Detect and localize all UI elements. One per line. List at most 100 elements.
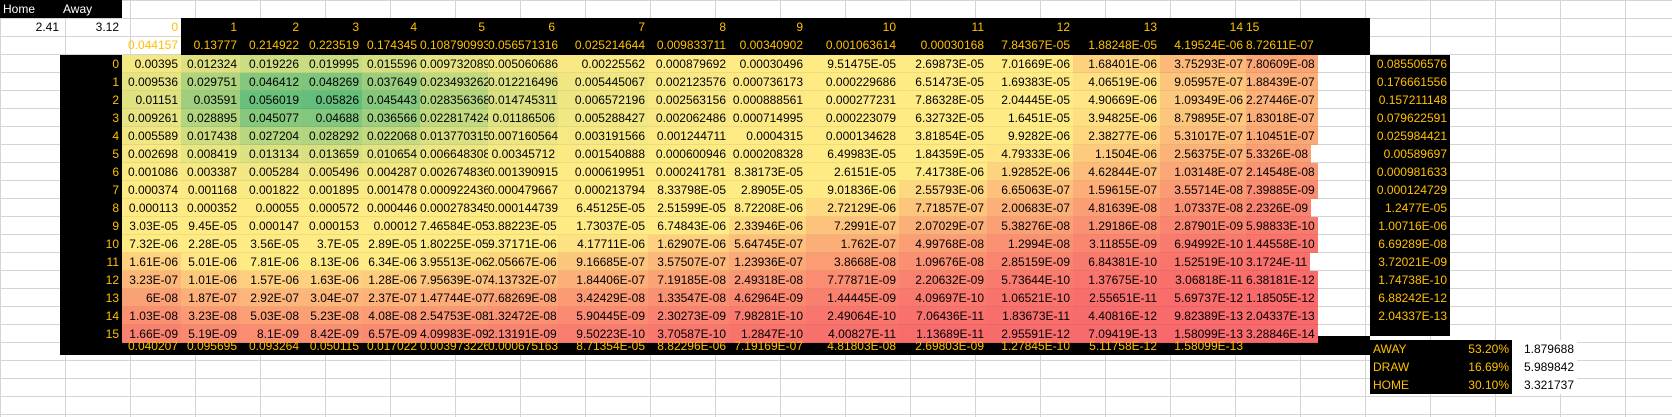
- score-cell-12-6[interactable]: 4.13732E-07: [488, 271, 558, 289]
- score-cell-12-11[interactable]: 2.20632E-09: [899, 271, 987, 289]
- score-cell-0-11[interactable]: 2.69873E-05: [899, 55, 987, 73]
- score-cell-8-0[interactable]: 0.000113: [122, 199, 181, 217]
- score-cell-15-14[interactable]: 1.58099E-13: [1160, 325, 1246, 343]
- score-cell-5-11[interactable]: 1.84359E-05: [899, 145, 987, 163]
- score-cell-13-4[interactable]: 2.37E-07: [362, 289, 420, 307]
- score-cell-11-2[interactable]: 7.81E-06: [240, 253, 302, 271]
- score-cell-2-4[interactable]: 0.045443: [362, 91, 420, 109]
- row-header-9[interactable]: 9: [112, 219, 119, 233]
- column-header-7[interactable]: 7: [638, 20, 645, 34]
- score-cell-1-0[interactable]: 0.009536: [122, 73, 181, 91]
- score-cell-15-8[interactable]: 3.70587E-10: [648, 325, 729, 343]
- score-cell-14-1[interactable]: 3.23E-08: [181, 307, 240, 325]
- row-header-2[interactable]: 2: [112, 93, 119, 107]
- score-cell-2-1[interactable]: 0.03591: [181, 91, 240, 109]
- result-odds-home[interactable]: 3.321737: [1512, 376, 1577, 394]
- score-cell-13-12[interactable]: 1.06521E-10: [987, 289, 1073, 307]
- score-cell-15-0[interactable]: 1.66E-09: [122, 325, 181, 343]
- score-cell-6-6[interactable]: 0.001390915: [488, 163, 558, 181]
- score-cell-10-15[interactable]: 1.44558E-10: [1246, 235, 1318, 253]
- score-cell-8-5[interactable]: 0.000278345: [420, 199, 488, 217]
- score-cell-13-13[interactable]: 2.55651E-11: [1073, 289, 1160, 307]
- score-cell-11-0[interactable]: 1.61E-06: [122, 253, 181, 271]
- score-cell-14-8[interactable]: 2.30273E-09: [648, 307, 729, 325]
- score-cell-14-15[interactable]: 2.04337E-13: [1246, 307, 1318, 325]
- score-cell-14-0[interactable]: 1.03E-08: [122, 307, 181, 325]
- column-header-4[interactable]: 4: [410, 20, 417, 34]
- score-cell-15-7[interactable]: 9.50223E-10: [558, 325, 648, 343]
- score-cell-11-11[interactable]: 1.09676E-08: [899, 253, 987, 271]
- score-cell-7-12[interactable]: 6.65063E-07: [987, 181, 1073, 199]
- column-sum-14[interactable]: 1.58099E-13: [1174, 339, 1243, 353]
- score-cell-10-7[interactable]: 4.17711E-06: [558, 235, 648, 253]
- score-cell-4-3[interactable]: 0.028292: [302, 127, 362, 145]
- score-cell-10-14[interactable]: 6.94992E-10: [1160, 235, 1246, 253]
- score-cell-5-8[interactable]: 0.000600946: [648, 145, 729, 163]
- score-cell-0-4[interactable]: 0.015596: [362, 55, 420, 73]
- score-cell-15-4[interactable]: 6.57E-09: [362, 325, 420, 343]
- score-cell-1-2[interactable]: 0.046412: [240, 73, 302, 91]
- score-cell-8-4[interactable]: 0.000446: [362, 199, 420, 217]
- row-header-15[interactable]: 15: [105, 327, 119, 341]
- score-cell-6-4[interactable]: 0.004287: [362, 163, 420, 181]
- row-sum-10[interactable]: 6.69289E-08: [1378, 237, 1447, 251]
- column-prob-11[interactable]: 0.00030168: [920, 38, 984, 52]
- score-cell-2-14[interactable]: 1.09349E-06: [1160, 91, 1246, 109]
- result-label-away[interactable]: AWAY: [1370, 340, 1450, 358]
- score-cell-7-3[interactable]: 0.001895: [302, 181, 362, 199]
- column-header-2[interactable]: 2: [292, 20, 299, 34]
- score-cell-11-13[interactable]: 6.84381E-10: [1073, 253, 1160, 271]
- score-cell-7-9[interactable]: 2.8905E-05: [729, 181, 806, 199]
- score-cell-7-4[interactable]: 0.001478: [362, 181, 420, 199]
- score-cell-14-6[interactable]: 1.32472E-08: [488, 307, 558, 325]
- row-header-10[interactable]: 10: [105, 237, 119, 251]
- score-cell-8-6[interactable]: 0.000144739: [488, 199, 558, 217]
- score-cell-4-4[interactable]: 0.022068: [362, 127, 420, 145]
- score-cell-14-7[interactable]: 5.90445E-09: [558, 307, 648, 325]
- row-header-1[interactable]: 1: [112, 75, 119, 89]
- score-cell-2-15[interactable]: 2.27446E-07: [1246, 91, 1318, 109]
- score-cell-3-11[interactable]: 6.32732E-05: [899, 109, 987, 127]
- score-cell-5-10[interactable]: 6.49983E-05: [806, 145, 899, 163]
- score-cell-12-9[interactable]: 2.49318E-08: [729, 271, 806, 289]
- row-sum-5[interactable]: 0.00589697: [1383, 147, 1447, 161]
- score-cell-15-11[interactable]: 1.13689E-11: [899, 325, 987, 343]
- score-cell-7-0[interactable]: 0.000374: [122, 181, 181, 199]
- score-cell-3-8[interactable]: 0.002062486: [648, 109, 729, 127]
- score-cell-2-9[interactable]: 0.000888561: [729, 91, 806, 109]
- score-cell-4-10[interactable]: 0.000134628: [806, 127, 899, 145]
- away-value-cell[interactable]: 3.12: [95, 20, 119, 34]
- score-cell-5-14[interactable]: 2.56375E-07: [1160, 145, 1246, 163]
- score-cell-10-5[interactable]: 1.80225E-05: [420, 235, 488, 253]
- score-cell-13-14[interactable]: 5.69737E-12: [1160, 289, 1246, 307]
- score-cell-6-14[interactable]: 1.03148E-07: [1160, 163, 1246, 181]
- result-odds-away[interactable]: 1.879688: [1512, 340, 1577, 358]
- row-header-4[interactable]: 4: [112, 129, 119, 143]
- score-cell-6-0[interactable]: 0.001086: [122, 163, 181, 181]
- column-sum-2[interactable]: 0.093264: [248, 339, 299, 353]
- score-cell-0-1[interactable]: 0.012324: [181, 55, 240, 73]
- column-header-14[interactable]: 14: [1229, 20, 1243, 34]
- score-cell-10-0[interactable]: 7.32E-06: [122, 235, 181, 253]
- score-cell-12-1[interactable]: 1.01E-06: [181, 271, 240, 289]
- score-cell-6-5[interactable]: 0.002674836: [420, 163, 488, 181]
- result-odds-draw[interactable]: 5.989842: [1512, 358, 1577, 376]
- row-sum-3[interactable]: 0.079622591: [1376, 111, 1447, 125]
- column-header-0[interactable]: 0: [171, 20, 178, 34]
- score-cell-12-14[interactable]: 3.06818E-11: [1160, 271, 1246, 289]
- score-cell-11-7[interactable]: 9.16685E-07: [558, 253, 648, 271]
- column-sum-8[interactable]: 8.82296E-06: [657, 339, 726, 353]
- score-cell-1-14[interactable]: 9.05957E-07: [1160, 73, 1246, 91]
- score-cell-14-9[interactable]: 7.98281E-10: [729, 307, 806, 325]
- row-sum-0[interactable]: 0.085506576: [1376, 57, 1447, 71]
- score-cell-8-13[interactable]: 4.81639E-08: [1073, 199, 1160, 217]
- row-sum-12[interactable]: 1.74738E-10: [1378, 273, 1447, 287]
- score-cell-12-0[interactable]: 3.23E-07: [122, 271, 181, 289]
- score-cell-11-1[interactable]: 5.01E-06: [181, 253, 240, 271]
- score-cell-5-9[interactable]: 0.000208328: [729, 145, 806, 163]
- score-cell-5-13[interactable]: 1.1504E-06: [1073, 145, 1160, 163]
- score-cell-7-11[interactable]: 2.55793E-06: [899, 181, 987, 199]
- score-cell-4-11[interactable]: 3.81854E-05: [899, 127, 987, 145]
- column-prob-6[interactable]: 0.056571316: [488, 38, 558, 52]
- score-cell-8-9[interactable]: 8.72208E-06: [729, 199, 806, 217]
